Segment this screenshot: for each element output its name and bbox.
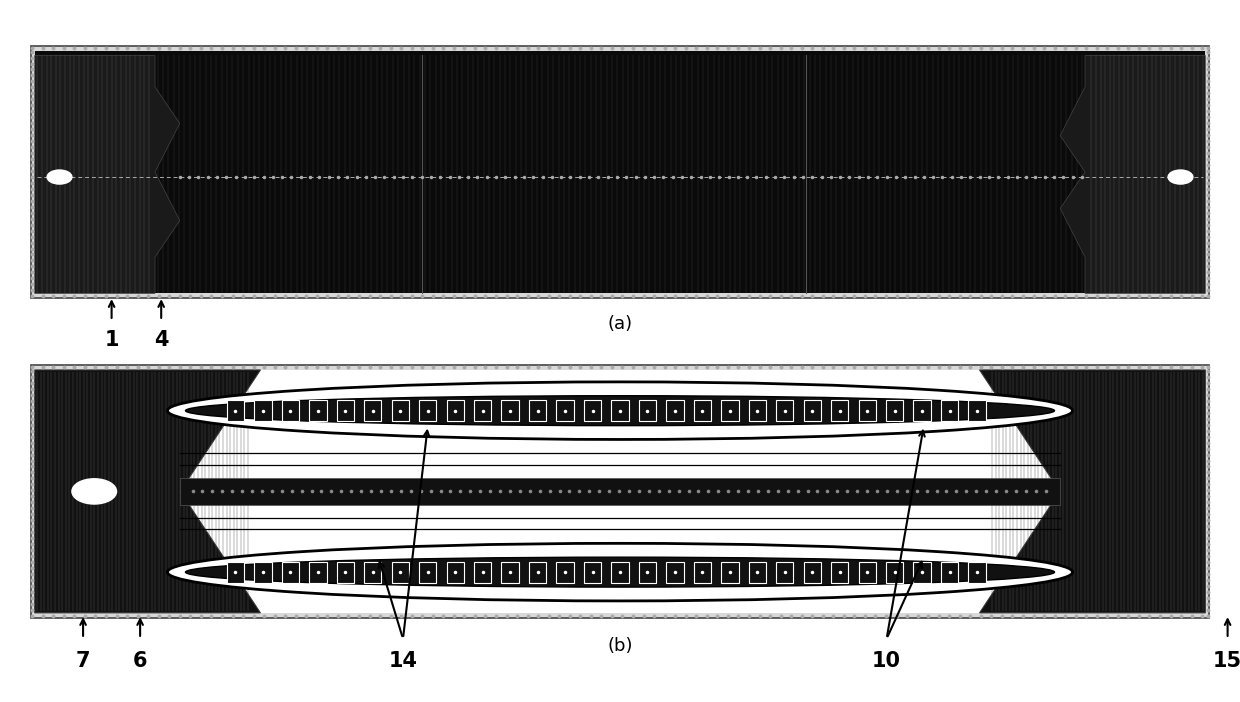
Bar	[584, 562, 601, 583]
Bar	[501, 400, 518, 421]
Bar	[529, 562, 547, 583]
Bar	[639, 562, 656, 583]
Bar	[31, 365, 1209, 618]
Bar	[309, 400, 326, 421]
Bar	[831, 562, 848, 583]
Circle shape	[1168, 170, 1193, 184]
Bar	[722, 400, 739, 421]
Bar	[611, 562, 629, 583]
Polygon shape	[980, 370, 1205, 613]
Bar	[31, 46, 1209, 298]
Polygon shape	[1060, 55, 1205, 293]
Bar	[281, 400, 299, 421]
Bar	[35, 370, 1205, 613]
Bar	[804, 400, 821, 421]
Bar	[693, 400, 711, 421]
Bar	[254, 400, 272, 421]
Bar	[639, 400, 656, 421]
Text: 7: 7	[76, 651, 91, 671]
Circle shape	[47, 170, 72, 184]
Bar	[557, 400, 574, 421]
Bar	[446, 562, 464, 583]
Bar	[584, 400, 601, 421]
Ellipse shape	[186, 557, 1054, 587]
Bar	[392, 562, 409, 583]
Bar	[858, 562, 875, 583]
Bar	[804, 562, 821, 583]
Bar	[858, 400, 875, 421]
Bar	[941, 562, 959, 583]
Bar	[336, 400, 353, 421]
Text: 1: 1	[104, 330, 119, 350]
Bar	[941, 400, 959, 421]
Bar	[968, 562, 986, 583]
Ellipse shape	[186, 396, 1054, 425]
Bar	[35, 51, 1205, 293]
Bar	[365, 562, 382, 583]
Bar	[693, 562, 711, 583]
Bar	[831, 400, 848, 421]
Bar	[309, 562, 326, 583]
Bar	[336, 562, 353, 583]
Text: 4: 4	[154, 330, 169, 350]
Bar	[611, 400, 629, 421]
Circle shape	[1211, 483, 1240, 500]
Bar	[749, 562, 766, 583]
Text: (a): (a)	[608, 315, 632, 333]
Text: 6: 6	[133, 651, 148, 671]
Bar	[501, 562, 518, 583]
Ellipse shape	[167, 382, 1073, 439]
Bar	[180, 478, 1060, 505]
Bar	[446, 400, 464, 421]
Bar	[227, 562, 244, 583]
Bar	[749, 400, 766, 421]
Bar	[529, 400, 547, 421]
Bar	[474, 400, 491, 421]
Bar	[281, 562, 299, 583]
Bar	[666, 400, 683, 421]
Bar	[254, 562, 272, 583]
Bar	[666, 562, 683, 583]
Bar	[474, 562, 491, 583]
Bar	[557, 562, 574, 583]
Bar	[419, 400, 436, 421]
Ellipse shape	[167, 543, 1073, 601]
Bar	[914, 562, 931, 583]
Bar	[392, 400, 409, 421]
Bar	[887, 562, 904, 583]
Bar	[365, 400, 382, 421]
Bar	[776, 562, 794, 583]
Bar	[968, 400, 986, 421]
Bar	[776, 400, 794, 421]
Text: 14: 14	[388, 651, 418, 671]
Bar	[914, 400, 931, 421]
Bar	[722, 562, 739, 583]
Bar	[887, 400, 904, 421]
Polygon shape	[35, 370, 260, 613]
Circle shape	[72, 479, 117, 504]
Text: (b): (b)	[608, 637, 632, 655]
Polygon shape	[35, 55, 180, 293]
Bar	[227, 400, 244, 421]
Bar	[419, 562, 436, 583]
Text: 10: 10	[872, 651, 901, 671]
Text: 15: 15	[1213, 651, 1240, 671]
